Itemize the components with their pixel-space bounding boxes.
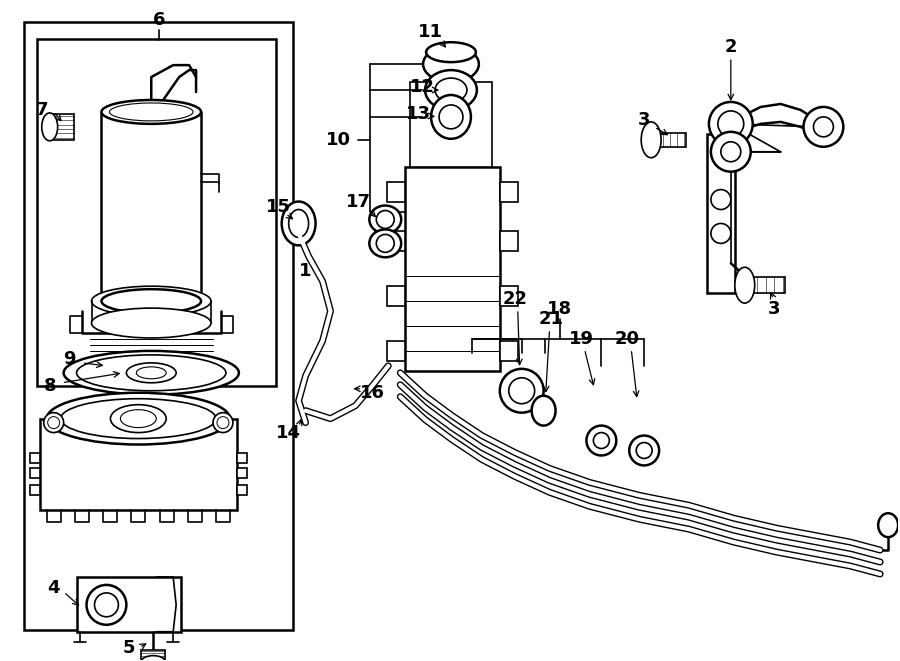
Bar bbox=[76, 577, 181, 632]
Bar bbox=[500, 231, 518, 251]
Bar bbox=[654, 133, 686, 147]
Bar bbox=[30, 469, 40, 479]
Text: 3: 3 bbox=[768, 300, 780, 318]
Ellipse shape bbox=[44, 412, 64, 432]
Ellipse shape bbox=[369, 206, 401, 233]
Bar bbox=[237, 485, 247, 495]
Bar bbox=[387, 182, 405, 202]
Ellipse shape bbox=[92, 286, 211, 316]
Ellipse shape bbox=[431, 95, 471, 139]
Bar bbox=[237, 469, 247, 479]
Text: 13: 13 bbox=[406, 105, 430, 123]
Bar bbox=[141, 650, 166, 660]
Bar bbox=[500, 341, 518, 361]
Ellipse shape bbox=[111, 405, 166, 432]
Ellipse shape bbox=[629, 436, 659, 465]
Ellipse shape bbox=[92, 308, 211, 338]
Text: 6: 6 bbox=[153, 11, 166, 29]
Ellipse shape bbox=[426, 42, 476, 62]
Bar bbox=[387, 231, 405, 251]
Ellipse shape bbox=[878, 513, 898, 537]
Text: 8: 8 bbox=[43, 377, 56, 395]
Bar bbox=[500, 182, 518, 202]
Ellipse shape bbox=[47, 393, 230, 444]
Bar bbox=[23, 22, 292, 630]
Ellipse shape bbox=[213, 412, 233, 432]
Text: 21: 21 bbox=[539, 310, 564, 328]
Text: 3: 3 bbox=[638, 111, 651, 129]
Ellipse shape bbox=[423, 46, 479, 82]
Bar bbox=[387, 286, 405, 306]
Ellipse shape bbox=[425, 70, 477, 110]
Ellipse shape bbox=[532, 396, 555, 426]
Text: 12: 12 bbox=[410, 78, 435, 96]
Ellipse shape bbox=[41, 113, 58, 141]
Bar bbox=[387, 341, 405, 361]
Ellipse shape bbox=[369, 229, 401, 257]
Bar bbox=[37, 39, 275, 386]
Ellipse shape bbox=[102, 289, 201, 313]
Text: 4: 4 bbox=[48, 579, 60, 597]
Bar bbox=[500, 286, 518, 306]
Text: 5: 5 bbox=[123, 639, 136, 656]
Ellipse shape bbox=[86, 585, 126, 625]
Text: 19: 19 bbox=[569, 330, 594, 348]
Ellipse shape bbox=[711, 223, 731, 243]
Text: 7: 7 bbox=[35, 101, 48, 119]
Text: 17: 17 bbox=[346, 192, 371, 211]
Ellipse shape bbox=[711, 132, 751, 172]
Ellipse shape bbox=[102, 100, 201, 124]
Ellipse shape bbox=[711, 190, 731, 210]
Ellipse shape bbox=[64, 351, 238, 395]
Ellipse shape bbox=[126, 363, 176, 383]
Text: 1: 1 bbox=[300, 262, 312, 280]
Ellipse shape bbox=[500, 369, 544, 412]
Bar bbox=[30, 485, 40, 495]
Bar bbox=[237, 453, 247, 463]
Text: 16: 16 bbox=[360, 384, 385, 402]
Bar bbox=[51, 114, 74, 140]
Bar bbox=[410, 82, 491, 167]
Bar bbox=[405, 167, 500, 371]
Text: 18: 18 bbox=[547, 300, 572, 318]
Text: 22: 22 bbox=[502, 290, 527, 308]
Bar bbox=[747, 277, 785, 293]
Text: 11: 11 bbox=[418, 23, 443, 41]
Text: 2: 2 bbox=[724, 38, 737, 56]
Ellipse shape bbox=[282, 202, 316, 245]
Ellipse shape bbox=[587, 426, 617, 455]
Text: 15: 15 bbox=[266, 198, 292, 215]
Ellipse shape bbox=[141, 656, 166, 661]
Bar bbox=[706, 134, 734, 293]
Ellipse shape bbox=[734, 267, 755, 303]
Bar bbox=[40, 418, 237, 510]
Ellipse shape bbox=[709, 102, 752, 146]
Ellipse shape bbox=[641, 122, 662, 158]
Bar bbox=[30, 453, 40, 463]
Text: 14: 14 bbox=[276, 424, 302, 442]
Text: 20: 20 bbox=[615, 330, 640, 348]
Ellipse shape bbox=[804, 107, 843, 147]
Text: 9: 9 bbox=[63, 350, 76, 368]
Text: 10: 10 bbox=[326, 131, 351, 149]
